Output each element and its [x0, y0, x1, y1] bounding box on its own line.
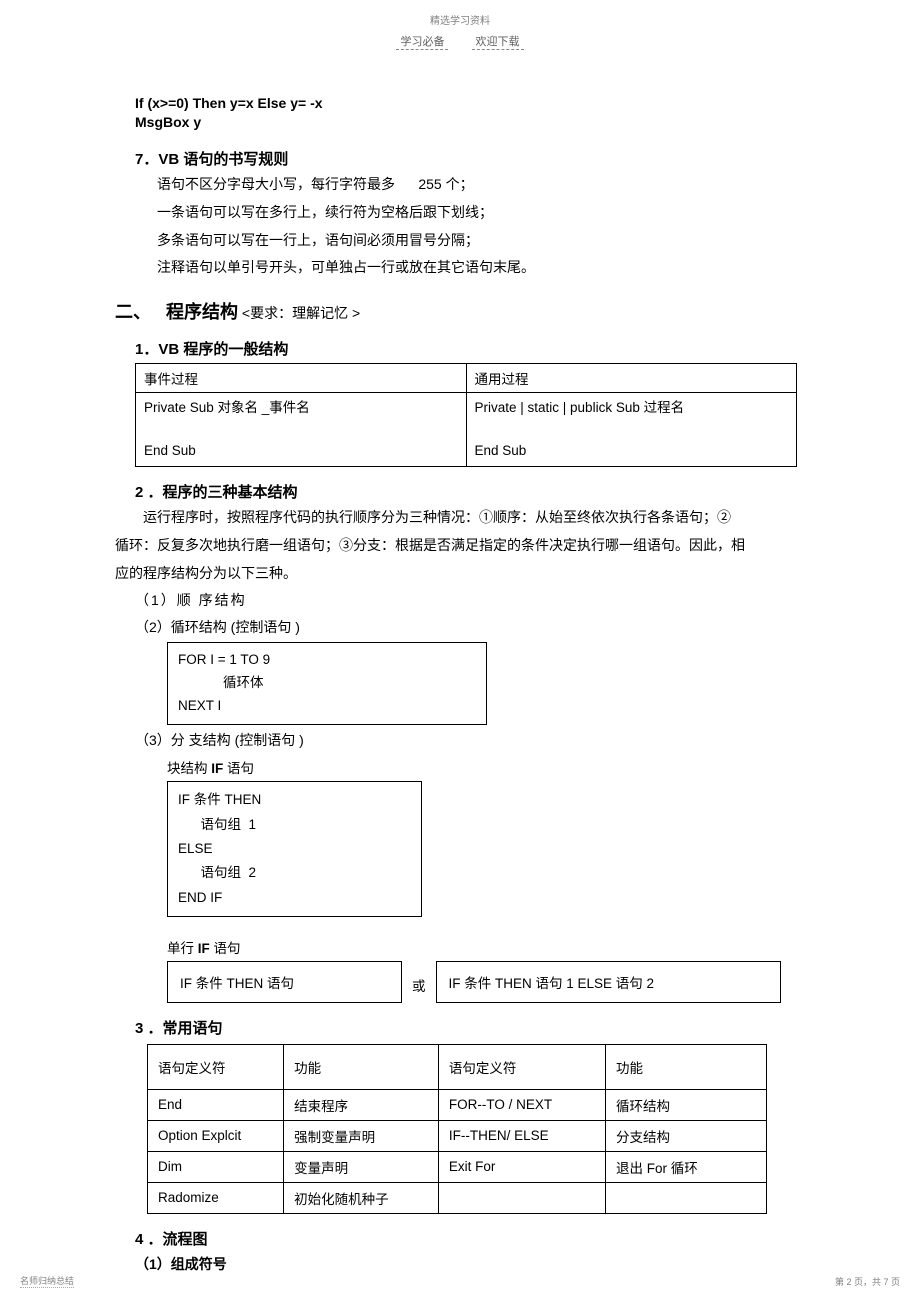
t1-r2c2-a: Private | static | publick Sub 过程名 — [475, 400, 685, 415]
cb2-l2: 语句组 1 — [178, 813, 411, 837]
codebox-for: FOR I = 1 TO 9 循环体 NEXT I — [167, 642, 487, 725]
s7-item-2: 一条语句可以写在多行上，续行符为空格后跟下划线； — [115, 201, 805, 225]
t2-h1: 语句定义符 — [148, 1044, 284, 1089]
t2-r2c2: 强制变量声明 — [284, 1120, 439, 1151]
s2-li3: （3）分 支结构 (控制语句 ) — [115, 729, 805, 751]
heading-2: 二、 程序结构 <要求：理解记忆 > — [115, 298, 805, 324]
codebox-if-block: IF 条件 THEN 语句组 1 ELSE 语句组 2 END IF — [167, 781, 422, 916]
footer-right: 第 2 页，共 7 页 — [835, 1275, 900, 1288]
section-2-title: 2 ．程序的三种基本结构 — [115, 481, 805, 502]
table-row: Dim 变量声明 Exit For 退出 For 循环 — [148, 1151, 767, 1182]
table-row: Private Sub 对象名 _事件名 End Sub Private | s… — [136, 393, 797, 467]
s7-num: 7． — [135, 151, 158, 168]
h2-note: <要求：理解记忆 > — [238, 305, 360, 321]
t2-r3c1: Dim — [148, 1151, 284, 1182]
t2-r1c2: 结束程序 — [284, 1089, 439, 1120]
h2-title: 程序结构 — [166, 302, 238, 322]
t2-r3c2: 变量声明 — [284, 1151, 439, 1182]
cb1-l1: FOR I = 1 TO 9 — [178, 649, 476, 672]
section-4-title: 4 ．流程图 — [115, 1228, 805, 1249]
cb2-l3: ELSE — [178, 837, 411, 861]
t2-h3: 语句定义符 — [438, 1044, 605, 1089]
s1-vb: VB — [158, 341, 179, 358]
s2-para: 运行程序时，按照程序代码的执行顺序分为三种情况：①顺序：从始至终依次执行各条语句… — [115, 506, 805, 530]
section-3-title: 3 ．常用语句 — [115, 1017, 805, 1038]
cb2-l5: END IF — [178, 886, 411, 910]
s7-item-1: 语句不区分字母大小写，每行字符最多 255 个； — [115, 173, 805, 197]
codebox-if-single-2: IF 条件 THEN 语句 1 ELSE 语句 2 — [436, 961, 781, 1003]
codebox-if-single-1: IF 条件 THEN 语句 — [167, 961, 402, 1003]
t2-r4c1: Radomize — [148, 1182, 284, 1213]
s7-item-4: 注释语句以单引号开头，可单独占一行或放在其它语句末尾。 — [115, 256, 805, 280]
t1-r1c2: 通用过程 — [466, 364, 797, 393]
t2-r1c4: 循环结构 — [606, 1089, 767, 1120]
t2-r1c3: FOR--TO / NEXT — [438, 1089, 605, 1120]
s2-li1: （1）顺 序结构 — [115, 589, 805, 611]
header-top: 精选学习资料 — [0, 0, 920, 27]
s2-p1: 运行程序时，按照程序代码的执行顺序分为三种情况：①顺序：从始至终依次执行各条语句… — [143, 509, 731, 525]
single-if-label: 单行 IF 语句 — [115, 937, 805, 957]
block-if-label: 块结构 IF 语句 — [115, 757, 805, 777]
t2-r1c1: End — [148, 1089, 284, 1120]
cb2-l1: IF 条件 THEN — [178, 788, 411, 812]
t1-r1c1: 事件过程 — [136, 364, 467, 393]
table-vb-structure: 事件过程 通用过程 Private Sub 对象名 _事件名 End Sub P… — [135, 363, 797, 467]
s1-num: 1． — [135, 341, 158, 358]
s7-rest: 语句的书写规则 — [179, 151, 288, 168]
inline-if-row: IF 条件 THEN 语句 或 IF 条件 THEN 语句 1 ELSE 语句 … — [167, 961, 805, 1003]
t2-r2c4: 分支结构 — [606, 1120, 767, 1151]
table-statements: 语句定义符 功能 语句定义符 功能 End 结束程序 FOR--TO / NEX… — [147, 1044, 767, 1214]
code-line-1: If (x>=0) Then y=x Else y= -x — [115, 95, 805, 111]
footer-left: 名师归纳总结 — [20, 1274, 74, 1288]
table-row: Radomize 初始化随机种子 — [148, 1182, 767, 1213]
t1-r2c1-b: End Sub — [144, 443, 196, 458]
table-row: End 结束程序 FOR--TO / NEXT 循环结构 — [148, 1089, 767, 1120]
section-7-title: 7．VB 语句的书写规则 — [115, 148, 805, 169]
or-text: 或 — [412, 975, 426, 1003]
t2-r4c3 — [438, 1182, 605, 1213]
t1-r2c2: Private | static | publick Sub 过程名 End S… — [466, 393, 797, 467]
t2-h2: 功能 — [284, 1044, 439, 1089]
main-content: If (x>=0) Then y=x Else y= -x MsgBox y 7… — [0, 52, 920, 1275]
s1-rest: 程序的一般结构 — [179, 341, 288, 358]
s2-li2: （2）循环结构 (控制语句 ) — [115, 616, 805, 638]
table-row: 事件过程 通用过程 — [136, 364, 797, 393]
s7-vb: VB — [158, 151, 179, 168]
t2-r3c4: 退出 For 循环 — [606, 1151, 767, 1182]
t2-r2c3: IF--THEN/ ELSE — [438, 1120, 605, 1151]
cb1-l3: NEXT I — [178, 695, 476, 718]
h2-num: 二、 — [115, 302, 151, 322]
t2-r2c1: Option Explcit — [148, 1120, 284, 1151]
t2-r3c3: Exit For — [438, 1151, 605, 1182]
header-sub: 学习必备 欢迎下载 — [0, 33, 920, 52]
s7-item-3: 多条语句可以写在一行上，语句间必须用冒号分隔； — [115, 229, 805, 253]
header-right: 欢迎下载 — [472, 33, 524, 50]
block-if-text: 块结构 IF 语句 — [167, 761, 254, 776]
s4-sub: （1）组成符号 — [115, 1253, 805, 1275]
t1-r2c2-b: End Sub — [475, 443, 527, 458]
cb2-l4: 语句组 2 — [178, 861, 411, 885]
header-left: 学习必备 — [396, 33, 448, 50]
s2-para3: 应的程序结构分为以下三种。 — [115, 562, 805, 586]
cb1-l2: 循环体 — [178, 672, 476, 695]
t2-r4c2: 初始化随机种子 — [284, 1182, 439, 1213]
section-1-title: 1．VB 程序的一般结构 — [115, 338, 805, 359]
t1-r2c1-a: Private Sub 对象名 _事件名 — [144, 400, 310, 415]
t2-r4c4 — [606, 1182, 767, 1213]
table-row: 语句定义符 功能 语句定义符 功能 — [148, 1044, 767, 1089]
code-line-2: MsgBox y — [115, 114, 805, 130]
s2-para2: 循环：反复多次地执行磨一组语句；③分支：根据是否满足指定的条件决定执行哪一组语句… — [115, 534, 805, 558]
single-if-text: 单行 IF 语句 — [167, 941, 241, 956]
t1-r2c1: Private Sub 对象名 _事件名 End Sub — [136, 393, 467, 467]
s7-i1b: 255 个； — [418, 176, 473, 192]
s7-i1a: 语句不区分字母大小写，每行字符最多 — [157, 176, 395, 192]
t2-h4: 功能 — [606, 1044, 767, 1089]
table-row: Option Explcit 强制变量声明 IF--THEN/ ELSE 分支结… — [148, 1120, 767, 1151]
